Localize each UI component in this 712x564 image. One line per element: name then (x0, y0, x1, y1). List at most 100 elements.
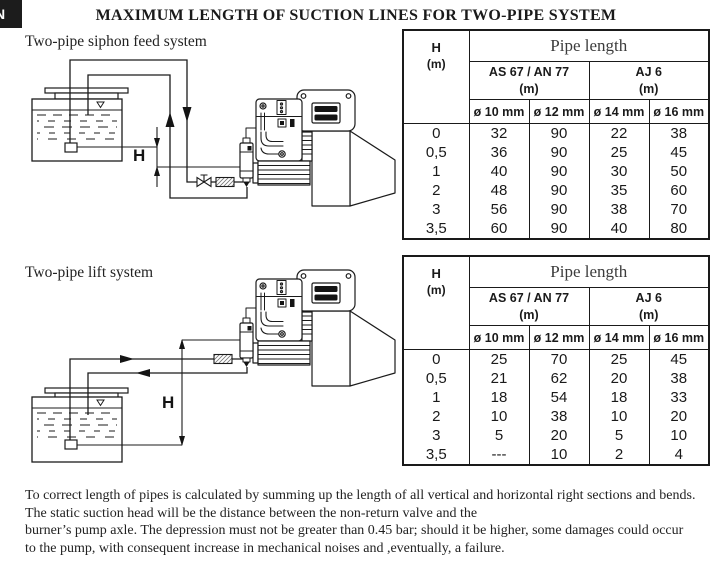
table-cell: 40 (468, 162, 530, 181)
table-cell: 30 (588, 162, 650, 181)
table-row: 2 10 38 10 20 (402, 407, 710, 426)
burner-illustration (239, 269, 396, 387)
table-row: 0 25 70 25 45 (402, 349, 710, 369)
foot-valve (64, 142, 78, 153)
table-cell: 60 (648, 181, 710, 200)
table-cell: 25 (588, 143, 650, 162)
h-dimension-label: H (133, 146, 145, 165)
table-cell: 22 (588, 123, 650, 143)
col-header-d14: ø 14 mm (588, 325, 650, 350)
table-cell: 62 (528, 369, 590, 388)
table-cell: 4 (648, 445, 710, 465)
table-cell: 10 (648, 426, 710, 445)
table-cell: 33 (648, 388, 710, 407)
table-row: 3,5 60 90 40 80 (402, 219, 710, 239)
table-cell: 2 (402, 181, 470, 200)
header-pipe-length: Pipe length (468, 255, 710, 288)
table-cell: 54 (528, 388, 590, 407)
lift-diagram-label: Two-pipe lift system (25, 264, 154, 281)
table-cell: 3 (402, 200, 470, 219)
table-cell: 38 (648, 369, 710, 388)
col-header-d10: ø 10 mm (468, 99, 530, 124)
table-cell: 20 (648, 407, 710, 426)
header-h: H (m) (402, 255, 470, 350)
table-cell: 0 (402, 123, 470, 143)
table-row: 2 48 90 35 60 (402, 181, 710, 200)
table-cell: 1 (402, 162, 470, 181)
foot-valve (64, 439, 78, 450)
footer-line: burner’s pump axle. The depression must … (25, 523, 684, 538)
table-cell: 36 (468, 143, 530, 162)
footer-line: to the pump, with consequent increase in… (25, 540, 505, 556)
fuel-level-icon (96, 399, 105, 407)
table-cell: 90 (528, 200, 590, 219)
table-row: 3 5 20 5 10 (402, 426, 710, 445)
table-cell: 90 (528, 162, 590, 181)
table-cell: 1 (402, 388, 470, 407)
fuel-level-icon (96, 101, 105, 109)
h-dimension-label: H (162, 393, 174, 412)
table-cell: 0 (402, 349, 470, 369)
table-cell: 90 (528, 181, 590, 200)
table-cell: 0,5 (402, 369, 470, 388)
burner-illustration (239, 89, 396, 207)
h-dimension (77, 339, 240, 446)
filter-icon (215, 176, 235, 188)
table-cell: 35 (588, 181, 650, 200)
header-h: H (m) (402, 29, 470, 124)
header-group-as67: AS 67 / AN 77 (m) (468, 61, 590, 100)
table-cell: 0,5 (402, 143, 470, 162)
lift-diagram: H (31, 269, 396, 463)
fuel-tank (31, 387, 129, 463)
filter-icon (213, 353, 233, 365)
col-header-d14: ø 14 mm (588, 99, 650, 124)
fuel-tank (31, 87, 129, 162)
h-dimension (77, 127, 240, 187)
flow-arrow-right-icon (120, 355, 134, 363)
col-header-d10: ø 10 mm (468, 325, 530, 350)
table-cell: 60 (468, 219, 530, 239)
table-cell: 56 (468, 200, 530, 219)
table-cell: 32 (468, 123, 530, 143)
table-cell: 80 (648, 219, 710, 239)
table-cell: 20 (528, 426, 590, 445)
table-row: 0,5 21 62 20 38 (402, 369, 710, 388)
flow-arrow-left-icon (136, 369, 150, 377)
table-cell: 40 (588, 219, 650, 239)
col-header-d12: ø 12 mm (528, 325, 590, 350)
header-group-aj6: AJ 6 (m) (588, 61, 710, 100)
footer-line: The static suction head will be the dist… (25, 505, 478, 521)
lift-table: H (m) Pipe length AS 67 / AN 77 (m) AJ 6… (402, 255, 710, 466)
table-cell: 50 (648, 162, 710, 181)
footer-note: To correct length of pipes is calculated… (25, 487, 711, 557)
table-cell: 70 (648, 200, 710, 219)
language-tab-letter: N (0, 6, 6, 22)
table-row: 3 56 90 38 70 (402, 200, 710, 219)
table-cell: 38 (588, 200, 650, 219)
table-cell: 90 (528, 219, 590, 239)
table-cell: 20 (588, 369, 650, 388)
footer-line: To correct length of pipes is calculated… (25, 488, 696, 503)
siphon-table: H (m) Pipe length AS 67 / AN 77 (m) AJ 6… (402, 29, 710, 240)
language-tab: N (0, 0, 22, 28)
flow-arrow-up-icon (165, 112, 175, 127)
table-cell: 70 (528, 349, 590, 369)
shutoff-valve-icon (196, 174, 212, 188)
table-row: 0 32 90 22 38 (402, 123, 710, 143)
table-cell: 10 (468, 407, 530, 426)
table-cell: 18 (468, 388, 530, 407)
col-header-d16: ø 16 mm (648, 325, 710, 350)
siphon-diagram-label: Two-pipe siphon feed system (25, 33, 207, 50)
table-cell: 25 (588, 349, 650, 369)
table-cell: 90 (528, 143, 590, 162)
table-cell: 25 (468, 349, 530, 369)
table-cell: 38 (648, 123, 710, 143)
table-row: 1 18 54 18 33 (402, 388, 710, 407)
table-row: 1 40 90 30 50 (402, 162, 710, 181)
table-cell: 45 (648, 349, 710, 369)
table-cell: 5 (588, 426, 650, 445)
table-cell: 3 (402, 426, 470, 445)
suction-diagrams-illustration: H (31, 59, 396, 463)
table-cell: 3,5 (402, 445, 470, 465)
